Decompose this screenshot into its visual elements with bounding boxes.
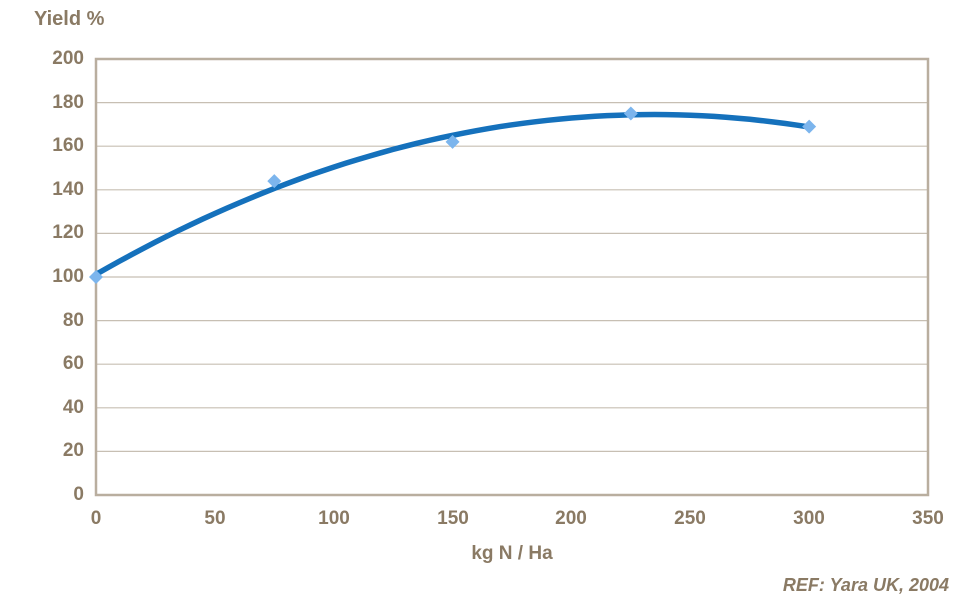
data-point-diamond <box>623 106 638 121</box>
chart-title: Yield % <box>34 8 105 30</box>
y-axis-tick-label: 40 <box>62 397 84 418</box>
x-axis-label: kg N / Ha <box>471 543 553 564</box>
x-axis-tick-label: 0 <box>90 508 102 529</box>
y-axis-tick-label: 0 <box>73 484 84 505</box>
y-axis-tick-label: 200 <box>52 48 84 69</box>
y-axis-tick-label: 20 <box>62 440 84 461</box>
y-axis-tick-label: 100 <box>52 266 84 287</box>
x-axis-tick-label: 50 <box>204 508 226 529</box>
data-point-diamond <box>89 270 103 284</box>
y-axis-tick-label: 140 <box>52 179 84 200</box>
x-axis-tick-label: 300 <box>793 508 825 529</box>
reference-note: REF: Yara UK, 2004 <box>782 575 949 595</box>
data-point-diamond <box>445 134 460 149</box>
x-axis-tick-label: 350 <box>912 508 944 529</box>
y-axis-tick-label: 180 <box>52 92 84 113</box>
y-axis-tick-label: 60 <box>62 353 84 374</box>
x-axis-tick-label: 200 <box>555 508 587 529</box>
x-axis-tick-label: 250 <box>674 508 706 529</box>
data-point-diamond <box>802 119 817 134</box>
data-point-diamond <box>267 174 282 189</box>
y-axis-tick-label: 160 <box>52 135 84 156</box>
y-axis-tick-label: 80 <box>62 310 84 331</box>
y-axis-tick-label: 120 <box>52 222 84 243</box>
x-axis-tick-label: 150 <box>437 508 469 529</box>
x-axis-tick-label: 100 <box>318 508 350 529</box>
